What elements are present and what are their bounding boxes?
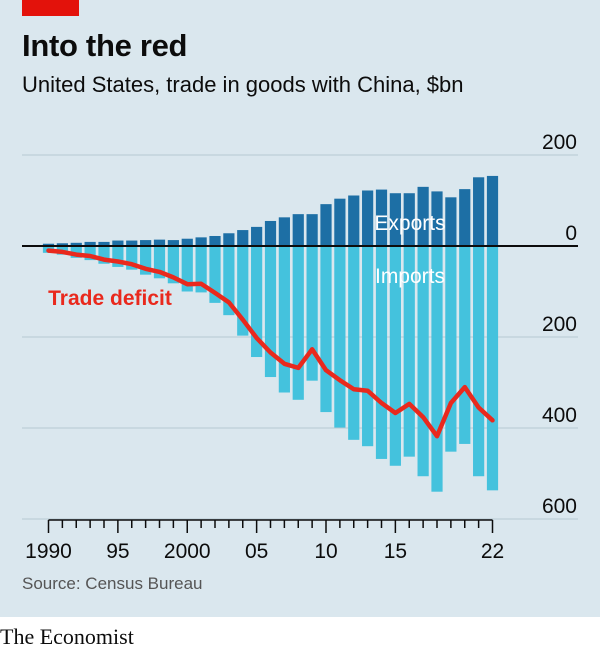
export-bar xyxy=(389,193,401,246)
import-bar xyxy=(126,246,138,270)
annotation-trade-deficit: Trade deficit xyxy=(48,287,172,310)
export-bar xyxy=(375,189,388,246)
export-bar xyxy=(417,186,429,246)
export-bar xyxy=(278,217,290,246)
import-bar xyxy=(70,246,82,258)
y-tick-label: 600 xyxy=(542,495,577,518)
chart-title: Into the red xyxy=(22,28,188,63)
export-bar xyxy=(223,233,235,246)
imports-bars xyxy=(42,246,499,492)
y-axis-tick-labels: 200 0 200 400 600 xyxy=(542,131,577,518)
export-bar xyxy=(126,240,138,246)
export-bar xyxy=(42,243,55,246)
source-note: Source: Census Bureau xyxy=(22,574,203,593)
import-bar xyxy=(195,246,207,293)
x-tick-label: 05 xyxy=(245,540,268,563)
import-bar xyxy=(320,246,332,413)
export-bar xyxy=(140,240,152,246)
x-axis: 1990 95 2000 05 10 15 22 xyxy=(25,519,504,563)
export-bar xyxy=(98,241,110,246)
export-bar xyxy=(348,195,360,246)
export-bar xyxy=(112,240,124,246)
annotation-exports: Exports xyxy=(374,212,445,235)
import-bar xyxy=(140,246,152,275)
export-bar xyxy=(237,230,249,246)
import-bar xyxy=(306,246,318,381)
x-tick-label: 10 xyxy=(314,540,337,563)
chart-subtitle: United States, trade in goods with China… xyxy=(22,72,464,97)
export-bar xyxy=(84,241,96,246)
import-bar xyxy=(473,246,485,477)
import-bar xyxy=(445,246,457,452)
y-tick-label: 200 xyxy=(542,313,577,336)
x-tick-label: 22 xyxy=(481,540,504,563)
export-bar xyxy=(264,220,277,246)
export-bar xyxy=(292,214,304,246)
series-annotations: Exports Imports Trade deficit xyxy=(48,212,445,310)
x-tick-label: 95 xyxy=(106,540,129,563)
import-bar xyxy=(403,246,415,457)
import-bar xyxy=(264,246,277,378)
export-bar xyxy=(431,191,443,246)
export-bar xyxy=(334,198,346,246)
trade-deficit-line xyxy=(46,248,495,439)
import-bar xyxy=(209,246,221,303)
export-bar xyxy=(473,177,485,246)
export-bar xyxy=(251,226,263,246)
import-bar xyxy=(223,246,235,316)
import-bar xyxy=(237,246,249,336)
x-tick-label: 15 xyxy=(384,540,407,563)
export-bar xyxy=(70,242,82,246)
export-bar xyxy=(320,204,332,246)
export-bar xyxy=(403,193,415,246)
brand-red-tag xyxy=(22,0,79,16)
import-bar xyxy=(362,246,374,447)
export-bar xyxy=(153,239,166,246)
import-bar xyxy=(334,246,346,428)
import-bar xyxy=(278,246,290,393)
import-bar xyxy=(167,246,179,284)
import-bar xyxy=(486,246,499,491)
export-bar xyxy=(56,243,68,246)
import-bar xyxy=(251,246,263,358)
import-bar xyxy=(292,246,304,400)
y-tick-label: 200 xyxy=(542,131,577,154)
import-bar xyxy=(375,246,388,459)
export-bar xyxy=(195,237,207,246)
import-bar xyxy=(417,246,429,477)
x-tick-label: 1990 xyxy=(25,540,72,563)
x-tick-label: 2000 xyxy=(164,540,211,563)
y-tick-label: 0 xyxy=(565,222,577,245)
import-bar xyxy=(98,246,110,264)
import-bar xyxy=(153,246,166,279)
export-bar xyxy=(167,240,179,246)
export-bar xyxy=(486,175,499,246)
import-bar xyxy=(181,246,193,292)
export-bar xyxy=(306,214,318,246)
export-bar xyxy=(362,190,374,246)
import-bar xyxy=(84,246,96,261)
import-bar xyxy=(389,246,401,466)
publisher-logo: The Economist xyxy=(0,624,134,649)
export-bar xyxy=(181,238,193,246)
exports-bars xyxy=(42,175,499,246)
export-bar xyxy=(445,197,457,246)
y-tick-label: 400 xyxy=(542,404,577,427)
import-bar xyxy=(348,246,360,440)
import-bar xyxy=(459,246,471,444)
import-bar xyxy=(112,246,124,267)
import-bar xyxy=(431,246,443,492)
annotation-imports: Imports xyxy=(375,265,445,288)
export-bar xyxy=(459,189,471,246)
export-bar xyxy=(209,235,221,246)
